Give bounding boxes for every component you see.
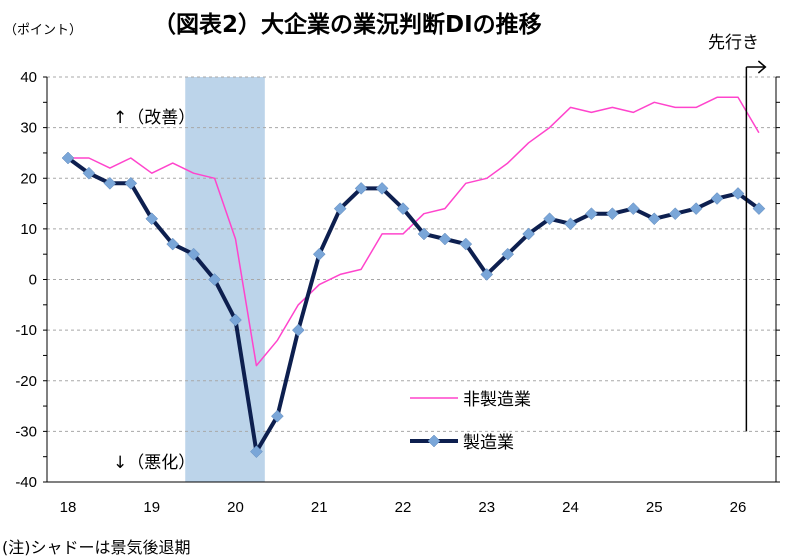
x-tick-label: 23 [478, 499, 495, 516]
data-point-manufacturing [522, 227, 535, 241]
data-point-manufacturing [668, 207, 682, 221]
data-point-manufacturing [208, 273, 221, 286]
data-point-manufacturing [689, 202, 703, 215]
data-point-manufacturing [501, 247, 515, 261]
data-point-manufacturing [229, 313, 242, 327]
legend-label-non-manufacturing: 非製造業 [463, 390, 531, 410]
footnote: (注)シャドーは景気後退期 [2, 538, 191, 557]
y-tick-label: -20 [15, 373, 37, 390]
data-point-manufacturing [543, 212, 556, 226]
y-tick-label: -30 [15, 423, 37, 440]
y-tick-label: 30 [20, 120, 37, 137]
data-point-manufacturing [752, 202, 766, 215]
legend: 非製造業 製造業 [410, 390, 531, 453]
legend-label-manufacturing: 製造業 [463, 433, 514, 453]
data-point-manufacturing [626, 202, 640, 215]
series-layer [61, 96, 766, 458]
x-tick-label: 20 [227, 499, 244, 516]
data-point-manufacturing [375, 182, 389, 195]
data-point-manufacturing [354, 182, 368, 195]
data-point-manufacturing [103, 176, 117, 190]
data-point-manufacturing [710, 192, 724, 205]
data-point-manufacturing [480, 268, 494, 281]
data-point-manufacturing [459, 237, 473, 251]
data-point-manufacturing [250, 445, 263, 458]
annotation-worsen: ↓（悪化） [113, 453, 195, 473]
data-point-manufacturing [82, 166, 96, 180]
data-point-manufacturing [564, 217, 577, 231]
x-tick-label: 18 [60, 499, 77, 516]
data-point-manufacturing [606, 207, 619, 221]
x-tick-label: 26 [730, 499, 747, 516]
data-point-manufacturing [145, 212, 159, 226]
grid-layer [47, 76, 776, 483]
data-point-manufacturing [438, 232, 452, 246]
axis-layer [43, 76, 780, 483]
y-tick-label: -10 [15, 322, 37, 339]
data-point-manufacturing [166, 237, 180, 251]
annotation-improve: ↑（改善） [113, 108, 195, 128]
chart-title: （図表2）大企業の業況判断DIの推移 [153, 11, 542, 38]
series-line-manufacturing [66, 156, 761, 454]
x-tick-label: 19 [143, 499, 160, 516]
forecast-marker-layer [745, 60, 767, 432]
data-point-manufacturing [124, 176, 138, 190]
x-tick-label: 22 [395, 499, 412, 516]
data-point-manufacturing [585, 207, 598, 221]
y-tick-label: 0 [29, 272, 37, 289]
data-point-manufacturing [312, 247, 326, 261]
y-tick-label: 40 [20, 69, 37, 86]
data-point-manufacturing [333, 202, 347, 215]
forecast-arrow-head [757, 60, 767, 74]
forecast-label: 先行き [708, 33, 759, 53]
y-tick-label: 10 [20, 221, 37, 238]
data-point-manufacturing [291, 323, 305, 337]
y-tick-label: -40 [15, 474, 37, 491]
data-point-manufacturing [731, 187, 745, 200]
x-tick-label: 21 [311, 499, 328, 516]
y-unit-label: （ポイント） [4, 23, 82, 38]
x-tick-label: 25 [646, 499, 663, 516]
data-point-manufacturing [396, 202, 410, 215]
data-point-manufacturing [417, 227, 431, 241]
tick-label-layer: 40 30 20 10 0 -10 -20 -30 -40 18 19 20 21 22 23 24 25 26 [15, 69, 746, 516]
y-tick-label: 20 [20, 170, 37, 187]
series-line-non-manufacturing [68, 96, 760, 367]
data-point-manufacturing [271, 409, 284, 423]
data-point-manufacturing [647, 212, 661, 226]
legend-marker-manufacturing [427, 434, 441, 448]
data-point-manufacturing [61, 151, 75, 165]
data-point-manufacturing [187, 247, 200, 261]
x-tick-label: 24 [562, 499, 579, 516]
